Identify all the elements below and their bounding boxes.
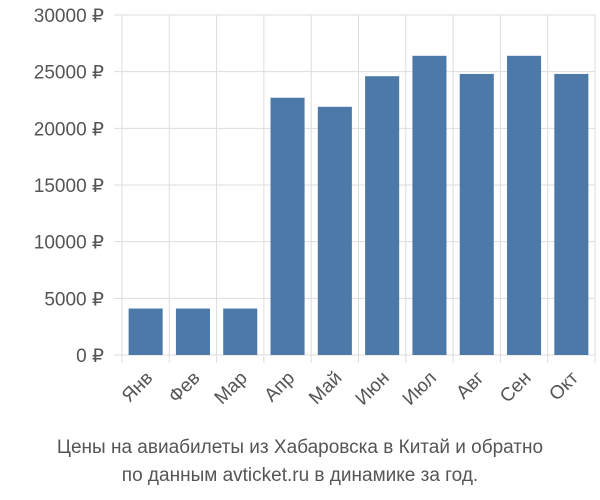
caption-line-1: Цены на авиабилеты из Хабаровска в Китай…: [56, 437, 544, 458]
x-tick-label: Июл: [399, 368, 441, 410]
y-tick-label: 30000 ₽: [34, 6, 104, 27]
bar-chart: 0 ₽ 5000 ₽ 10000 ₽ 15000 ₽ 20000 ₽ 25000 ₽ 300…: [34, 6, 596, 410]
x-tick-label: Июн: [352, 368, 394, 410]
grid-lines: [114, 14, 596, 363]
x-tick-label: Янв: [118, 368, 157, 407]
x-tick-label: Авг: [452, 368, 488, 404]
y-tick-label: 25000 ₽: [34, 63, 104, 84]
x-tick-label: Апр: [261, 368, 300, 407]
bar: [365, 76, 400, 355]
y-tick-label: 20000 ₽: [34, 119, 104, 140]
bar: [128, 308, 163, 355]
bar: [270, 97, 305, 355]
y-tick-label: 15000 ₽: [34, 176, 104, 197]
bar: [554, 73, 589, 355]
bar: [507, 55, 542, 356]
bar: [223, 308, 258, 355]
bar: [459, 73, 494, 355]
x-axis-ticks: Янв Фев Мар Апр Май Июн Июл Авг Сен Окт: [118, 367, 583, 409]
bar: [317, 106, 352, 355]
y-tick-label: 10000 ₽: [34, 233, 104, 254]
y-tick-label: 0 ₽: [76, 346, 104, 367]
bar: [175, 308, 210, 355]
x-tick-label: Фев: [165, 368, 205, 408]
x-tick-label: Сен: [496, 368, 535, 407]
bars: [128, 55, 589, 356]
bar: [412, 55, 447, 356]
x-tick-label: Окт: [545, 367, 583, 405]
y-tick-label: 5000 ₽: [44, 289, 104, 310]
x-tick-label: Май: [305, 368, 346, 409]
x-tick-label: Мар: [211, 368, 252, 409]
caption-line-2: по данным avticket.ru в динамике за год.: [121, 465, 479, 486]
y-axis-ticks: 0 ₽ 5000 ₽ 10000 ₽ 15000 ₽ 20000 ₽ 25000 ₽ 300…: [34, 6, 104, 367]
